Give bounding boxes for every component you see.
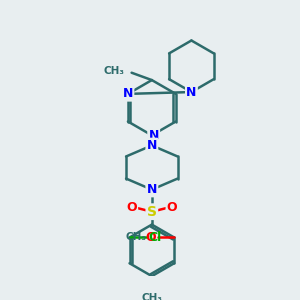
Text: N: N [148,129,159,142]
Text: O: O [167,201,177,214]
Text: CH₃: CH₃ [141,293,162,300]
Text: N: N [147,183,157,196]
Text: Cl: Cl [148,231,161,244]
Text: O: O [126,201,137,214]
Text: S: S [147,205,157,219]
Text: N: N [186,85,197,98]
Text: CH₃: CH₃ [125,232,146,242]
Text: O: O [145,231,156,244]
Text: CH₃: CH₃ [103,66,124,76]
Text: N: N [147,139,157,152]
Text: N: N [123,87,133,101]
